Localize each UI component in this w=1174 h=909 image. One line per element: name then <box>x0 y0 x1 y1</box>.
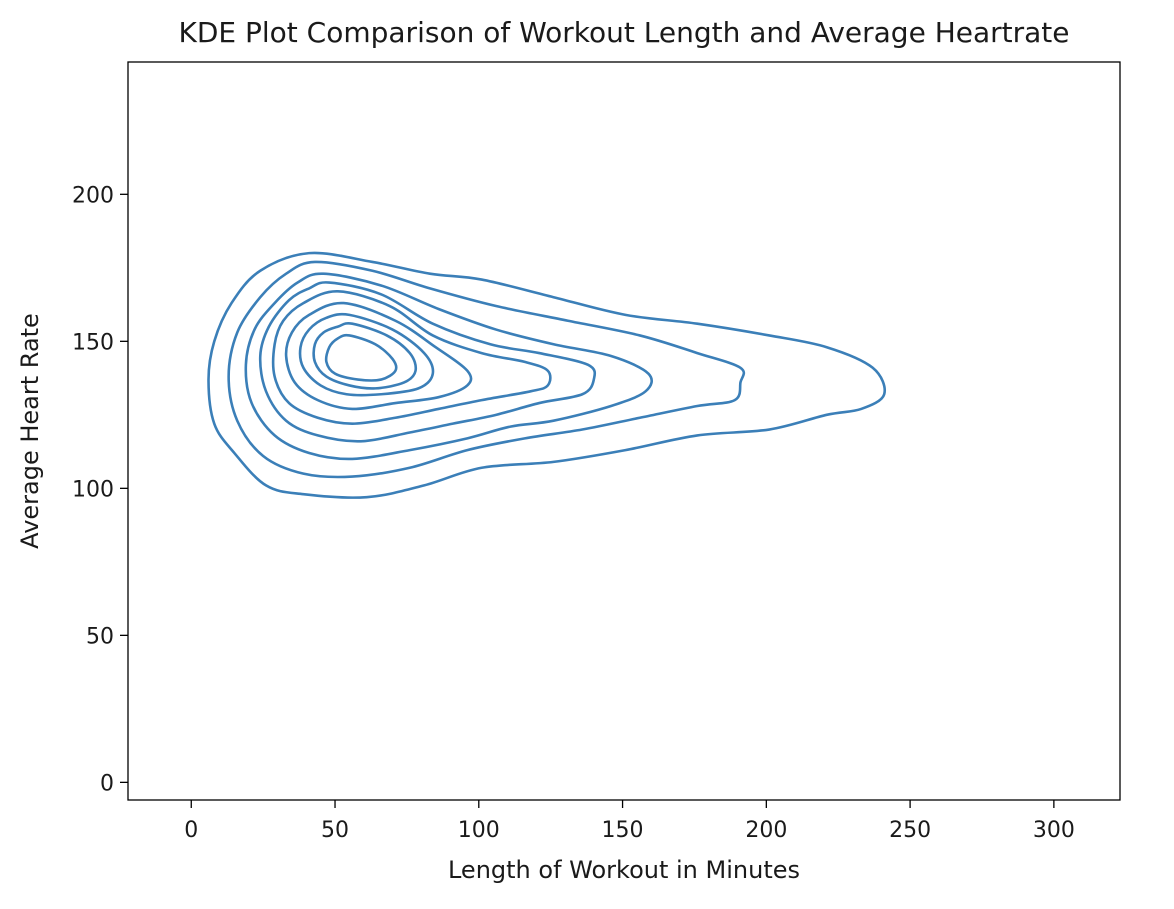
x-tick-label: 100 <box>458 818 500 843</box>
y-tick-label: 0 <box>100 771 114 796</box>
x-tick-label: 250 <box>889 818 931 843</box>
contour-line-level-1 <box>207 251 886 499</box>
x-tick-label: 150 <box>602 818 644 843</box>
x-axis-label: Length of Workout in Minutes <box>448 856 800 884</box>
y-axis: 0 50 100 150 200 <box>72 183 128 796</box>
y-tick-label: 100 <box>72 477 114 502</box>
contour-line-level-7 <box>298 312 435 397</box>
contour-line-level-2 <box>227 260 746 479</box>
contour-line-level-3 <box>244 272 653 461</box>
x-tick-label: 200 <box>745 818 787 843</box>
y-tick-label: 150 <box>72 330 114 355</box>
contour-line-level-6 <box>284 301 473 411</box>
x-tick-label: 50 <box>321 818 349 843</box>
contour-line-level-9 <box>324 333 398 382</box>
contour-lines <box>207 251 886 499</box>
plot-frame <box>127 61 1121 801</box>
x-axis: 0 50 100 150 200 250 300 <box>184 800 1075 843</box>
chart-title: KDE Plot Comparison of Workout Length an… <box>178 16 1069 49</box>
x-tick-label: 300 <box>1033 818 1075 843</box>
x-tick-label: 0 <box>184 818 198 843</box>
y-axis-label: Average Heart Rate <box>16 313 44 549</box>
y-tick-label: 200 <box>72 183 114 208</box>
contour-line-level-4 <box>258 281 597 443</box>
y-tick-label: 50 <box>86 624 114 649</box>
contour-line-level-5 <box>271 290 552 425</box>
contour-line-level-8 <box>312 322 418 390</box>
